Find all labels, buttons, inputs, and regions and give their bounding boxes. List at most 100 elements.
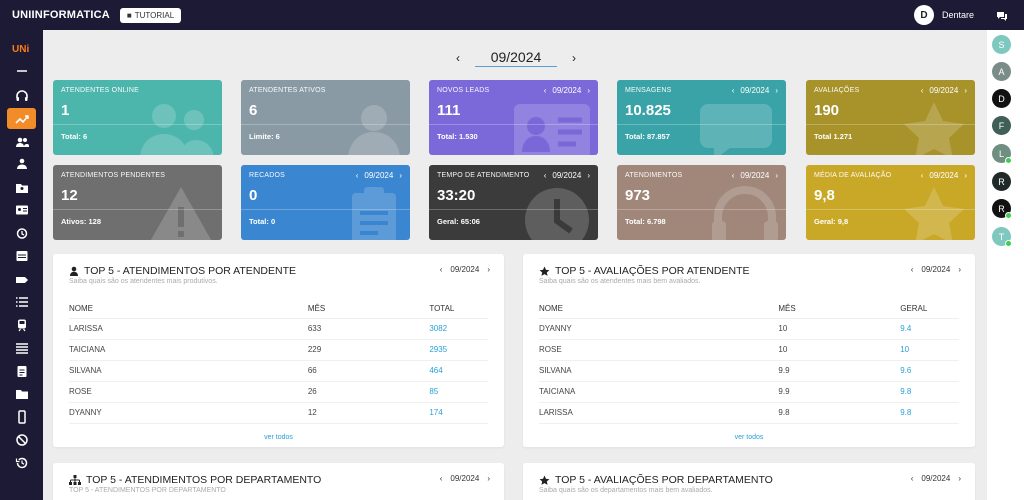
chat-icon[interactable] <box>996 9 1008 27</box>
stat-card-recados[interactable]: RECADOS ‹ 09/2024 › 0 Total: 0 <box>241 165 410 240</box>
row-total[interactable]: 3082 <box>429 318 488 340</box>
chevron-left-icon[interactable]: ‹ <box>731 86 735 95</box>
row-total[interactable]: 2935 <box>429 339 488 361</box>
sidebar-item-folder-user[interactable] <box>7 177 36 198</box>
chevron-right-icon[interactable]: › <box>487 265 490 274</box>
stat-card-avalia-es[interactable]: AVALIAÇÕES ‹ 09/2024 › 190 Total 1.271 <box>806 80 975 155</box>
row-total[interactable]: 464 <box>429 360 488 382</box>
attendants-table: NOME MÊS TOTAL LARISSA 633 3082 TAICIANA 229… <box>69 300 488 424</box>
headset-icon <box>15 89 28 101</box>
next-period-button[interactable]: › <box>571 51 576 65</box>
sidebar-item-ban[interactable] <box>7 429 36 450</box>
row-total[interactable]: 10 <box>900 339 959 361</box>
prev-period-button[interactable]: ‹ <box>456 51 460 65</box>
chevron-left-icon[interactable]: ‹ <box>920 171 924 180</box>
contact-initial: T <box>998 231 1005 242</box>
stat-card-m-dia-de-avalia-o[interactable]: MÉDIA DE AVALIAÇÃO ‹ 09/2024 › 9,8 Geral: 9,8 <box>806 165 975 240</box>
sidebar-item-train[interactable] <box>7 314 36 335</box>
sidebar-item-folder[interactable] <box>7 383 36 404</box>
row-month: 9.9 <box>778 381 901 403</box>
chevron-right-icon[interactable]: › <box>964 86 967 95</box>
chevron-left-icon[interactable]: ‹ <box>543 171 547 180</box>
row-month: 229 <box>307 339 430 361</box>
chevron-right-icon[interactable]: › <box>775 86 778 95</box>
sidebar-item-trending[interactable] <box>7 108 36 129</box>
contact-avatar[interactable]: T <box>992 227 1012 247</box>
chevron-left-icon[interactable]: ‹ <box>910 474 914 483</box>
panel-title: TOP 5 - AVALIAÇÕES POR ATENDENTE <box>539 265 750 277</box>
sidebar-item-clipboard[interactable] <box>7 360 36 381</box>
contact-avatar[interactable]: R <box>992 199 1012 219</box>
stat-card-atendimentos[interactable]: ATENDIMENTOS ‹ 09/2024 › 973 Total: 6.798 <box>617 165 786 240</box>
users-group-icon <box>16 158 27 169</box>
sidebar-item-id-card[interactable] <box>7 199 36 220</box>
clock-icon <box>522 185 592 240</box>
chevron-left-icon[interactable]: ‹ <box>543 86 547 95</box>
stat-card-atendimentos-pendentes[interactable]: ATENDIMENTOS PENDENTES 12 Ativos: 128 <box>53 165 222 240</box>
panel-subtitle: Saiba quais são os atendentes mais produ… <box>69 278 218 285</box>
contact-avatar[interactable]: A <box>992 62 1011 81</box>
star-icon <box>899 100 969 155</box>
col-mes: MÊS <box>307 300 430 319</box>
contact-avatar[interactable]: D <box>992 89 1011 108</box>
stat-card-novos-leads[interactable]: NOVOS LEADS ‹ 09/2024 › 111 Total: 1.530 <box>429 80 598 155</box>
stat-card-mensagens[interactable]: MENSAGENS ‹ 09/2024 › 10.825 Total: 87.857 <box>617 80 786 155</box>
chevron-left-icon[interactable]: ‹ <box>355 171 359 180</box>
chevron-left-icon[interactable]: ‹ <box>910 265 914 274</box>
contact-avatar[interactable]: F <box>992 116 1011 135</box>
chevron-right-icon[interactable]: › <box>958 474 961 483</box>
card-period-value: 09/2024 <box>552 86 582 95</box>
brand-name: UNIINFORMATICA <box>12 9 110 21</box>
inbox-icon <box>16 250 27 261</box>
row-total[interactable]: 174 <box>429 402 488 424</box>
sidebar-item-alarm[interactable] <box>7 222 36 243</box>
chevron-left-icon[interactable]: ‹ <box>439 265 443 274</box>
sidebar-item-list-alt[interactable] <box>7 337 36 358</box>
sidebar-item-users[interactable] <box>7 131 36 152</box>
sidebar-item-tag[interactable] <box>7 269 36 290</box>
chevron-right-icon[interactable]: › <box>587 171 590 180</box>
period-value[interactable]: 09/2024 <box>474 49 558 67</box>
card-footer: Geral: 9,8 <box>814 217 849 226</box>
chevron-right-icon[interactable]: › <box>775 171 778 180</box>
contact-avatar[interactable]: S <box>992 35 1011 54</box>
stat-card-atendentes-ativos[interactable]: ATENDENTES ATIVOS 6 Limite: 6 <box>241 80 410 155</box>
star-icon <box>539 266 550 276</box>
contact-avatar[interactable]: R <box>992 172 1011 191</box>
tutorial-button[interactable]: ■ TUTORIAL <box>119 7 182 23</box>
sidebar-item-headset[interactable] <box>7 85 36 106</box>
card-divider <box>53 124 222 125</box>
card-value: 1 <box>61 102 70 119</box>
user-menu[interactable]: D Dentare <box>913 5 974 25</box>
user-name[interactable]: Dentare <box>941 10 974 20</box>
row-total[interactable]: 9.8 <box>900 402 959 424</box>
chevron-left-icon[interactable]: ‹ <box>439 474 443 483</box>
row-name: LARISSA <box>69 318 308 340</box>
history-icon <box>15 457 27 468</box>
stat-card-tempo-de-atendimento[interactable]: TEMPO DE ATENDIMENTO ‹ 09/2024 › 33:20 Geral:… <box>429 165 598 240</box>
chevron-left-icon[interactable]: ‹ <box>731 171 735 180</box>
chevron-right-icon[interactable]: › <box>587 86 590 95</box>
chevron-right-icon[interactable]: › <box>964 171 967 180</box>
sidebar-item-users-group[interactable] <box>7 153 36 174</box>
chevron-right-icon[interactable]: › <box>487 474 490 483</box>
see-all-link[interactable]: ver todos <box>264 434 293 441</box>
sidebar-item-inbox[interactable] <box>7 245 36 266</box>
contact-initial: L <box>998 148 1004 159</box>
see-all-link[interactable]: ver todos <box>734 434 764 441</box>
sidebar-item-menu[interactable] <box>7 60 36 81</box>
sidebar-item-list[interactable] <box>7 291 36 312</box>
sidebar-item-history[interactable] <box>7 452 36 473</box>
row-total[interactable]: 9.6 <box>900 360 959 382</box>
sidebar-item-mobile[interactable] <box>7 406 36 427</box>
row-total[interactable]: 9.8 <box>900 381 959 403</box>
chevron-right-icon[interactable]: › <box>399 171 402 180</box>
chevron-right-icon[interactable]: › <box>958 265 961 274</box>
avatar[interactable]: D <box>913 5 934 25</box>
chevron-left-icon[interactable]: ‹ <box>920 86 924 95</box>
row-total[interactable]: 9.4 <box>900 318 959 340</box>
contact-avatar[interactable]: L <box>992 144 1012 164</box>
row-total[interactable]: 85 <box>429 381 488 403</box>
contacts-bar: S A D F L R R T <box>987 30 1024 500</box>
stat-card-atendentes-online[interactable]: ATENDENTES ONLINE 1 Total: 6 <box>53 80 222 155</box>
